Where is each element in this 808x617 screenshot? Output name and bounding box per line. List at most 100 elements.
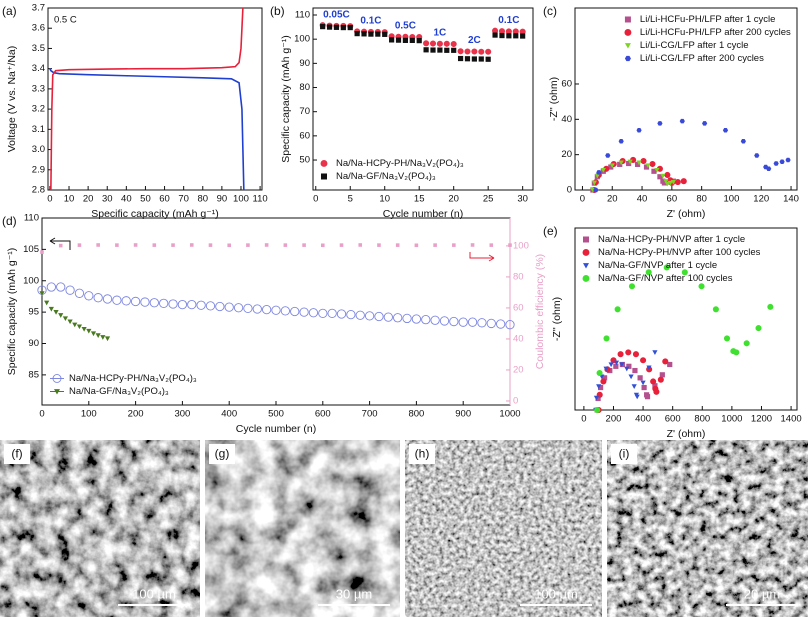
marker (336, 309, 347, 319)
marker (58, 313, 64, 318)
x-tick-label: 400 (221, 409, 237, 420)
marker (471, 56, 477, 62)
image-label-box (209, 444, 235, 464)
y-axis-label: -Z'' (ohm) (548, 77, 560, 121)
x-tick-label: 40 (637, 194, 648, 205)
marker (233, 303, 244, 313)
y-tick-label: 3.6 (32, 23, 45, 34)
image-label-box (409, 444, 435, 464)
marker (652, 350, 658, 355)
marker (205, 301, 216, 311)
x-tick-label: 300 (174, 409, 190, 420)
marker (785, 157, 791, 163)
x-tick-label: 90 (217, 194, 228, 205)
y-tick-label: 3.5 (32, 43, 45, 54)
x-tick-label: 900 (455, 409, 471, 420)
x-axis-label: Cycle number (n) (383, 208, 464, 220)
marker (698, 283, 705, 290)
marker (646, 365, 652, 371)
x-axis-label: Cycle number (n) (236, 423, 317, 435)
marker (614, 306, 621, 313)
marker (414, 243, 419, 248)
marker (640, 357, 647, 364)
x-tick-label: 0 (47, 194, 52, 205)
marker (779, 159, 785, 164)
x-tick-label: 10 (64, 194, 75, 205)
marker (477, 318, 487, 328)
annotation: 2C (468, 35, 481, 46)
legend: Na/Na-HCPy-PH/Na₃V₂(PO₄)₃ Na/Na-GF/Na₃V₂(… (50, 373, 197, 397)
marker (130, 296, 141, 307)
sem-image (607, 440, 808, 617)
marker (653, 388, 660, 395)
marker (743, 340, 750, 347)
marker (766, 166, 772, 172)
marker (100, 335, 106, 340)
marker (308, 308, 319, 318)
marker (450, 40, 457, 48)
marker (171, 243, 175, 247)
axis-arrow (469, 252, 495, 262)
marker (583, 236, 589, 243)
marker (452, 243, 456, 247)
y-tick-label: 80 (299, 82, 310, 93)
x-tick-label: 80 (696, 194, 707, 205)
marker (662, 358, 669, 365)
marker (627, 159, 633, 165)
marker (76, 324, 83, 330)
x-tick-label: 100 (81, 409, 97, 420)
marker (290, 306, 300, 317)
marker (471, 48, 478, 55)
y-tick-label: 95 (28, 307, 39, 318)
marker (458, 317, 468, 327)
marker (433, 243, 437, 247)
x-tick-label: 700 (362, 409, 378, 420)
marker (320, 24, 326, 30)
marker (159, 298, 169, 308)
x-tick-label: 140 (783, 194, 799, 205)
panel-label: (a) (2, 4, 17, 18)
marker (600, 378, 607, 385)
legend-label: Na/Na-GF/NVP after 100 cycles (598, 273, 733, 284)
marker (603, 335, 610, 342)
y2-tick-label: 0 (513, 395, 518, 406)
marker (95, 333, 101, 338)
marker (389, 37, 395, 43)
y-tick-label: 60 (561, 78, 572, 89)
marker (680, 178, 687, 185)
marker (354, 31, 360, 37)
marker (402, 313, 412, 324)
marker (215, 301, 225, 312)
legend: Li/Li-HCFu-PH/LFP after 1 cycle Li/Li-HCF… (624, 14, 791, 64)
marker (634, 161, 641, 167)
image-label: (h) (415, 447, 430, 461)
marker (302, 243, 306, 247)
marker (663, 179, 669, 184)
data-line (50, 7, 244, 191)
marker (617, 351, 624, 358)
marker (429, 40, 437, 47)
x-axis-label: Specific capacity (mAh g⁻¹) (91, 208, 219, 220)
marker (505, 320, 515, 330)
marker (657, 376, 664, 383)
marker (374, 311, 384, 322)
marker (439, 316, 450, 326)
marker (252, 304, 262, 314)
y2-tick-label: 20 (513, 364, 524, 375)
annotation: 0.5 C (54, 15, 77, 26)
panel-label: (e) (543, 224, 558, 238)
marker (347, 24, 353, 31)
marker (613, 360, 620, 366)
marker (628, 283, 636, 290)
marker (520, 33, 526, 39)
marker (152, 243, 157, 247)
marker (613, 363, 619, 369)
scale-bar-label: 100 µm (534, 586, 578, 601)
legend-label: Na/Na-GF/Na₃V₂(PO₄)₃ (336, 171, 436, 182)
x-axis-label: Z' (ohm) (667, 428, 706, 440)
marker (423, 47, 429, 53)
marker (754, 153, 760, 158)
marker (81, 326, 87, 332)
x-tick-label: 30 (102, 194, 113, 205)
x-tick-label: 70 (178, 194, 189, 205)
